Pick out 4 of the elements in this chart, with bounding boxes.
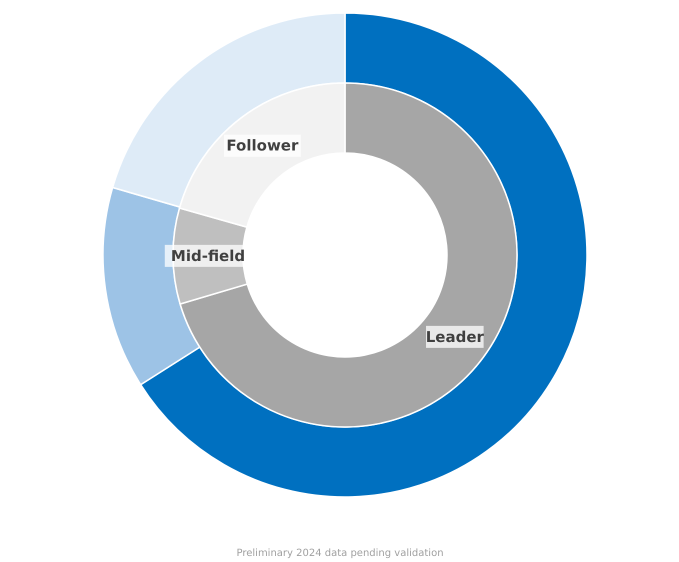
- slice-label: Follower: [226, 136, 299, 155]
- slice-label: Leader: [426, 328, 484, 346]
- text: Preliminary 2024 data pending validation: [236, 548, 444, 559]
- slice-label: Mid-field: [170, 246, 246, 265]
